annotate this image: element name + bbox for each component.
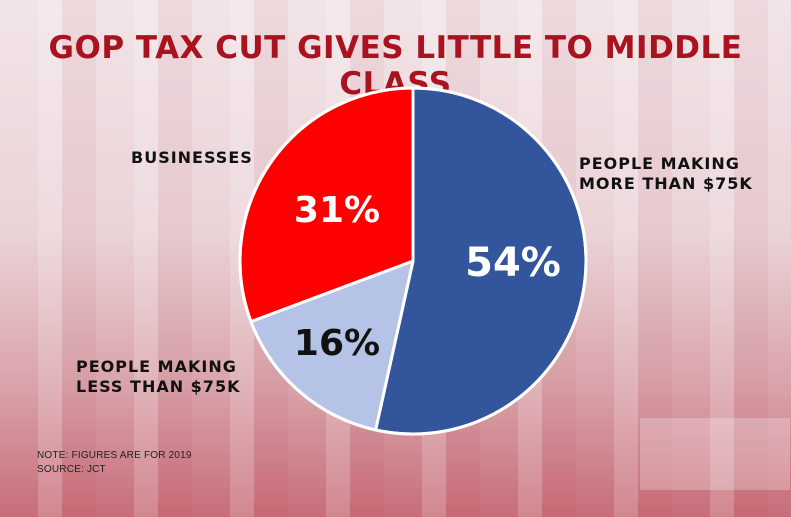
pie-outline	[238, 86, 588, 436]
source-text: SOURCE: JCT	[37, 464, 106, 475]
label-more-than-75k: PEOPLE MAKING MORE THAN $75K	[579, 154, 753, 193]
corner-panel	[640, 418, 790, 490]
label-less-than-75k: PEOPLE MAKING LESS THAN $75K	[76, 357, 241, 396]
pie-value-label-3: 31%	[294, 190, 380, 231]
note-text: NOTE: FIGURES ARE FOR 2019	[37, 450, 192, 461]
pie-value-label-1: 54%	[465, 240, 561, 286]
pie-value-label-2: 16%	[294, 323, 380, 364]
label-businesses: BUSINESSES	[131, 148, 253, 167]
